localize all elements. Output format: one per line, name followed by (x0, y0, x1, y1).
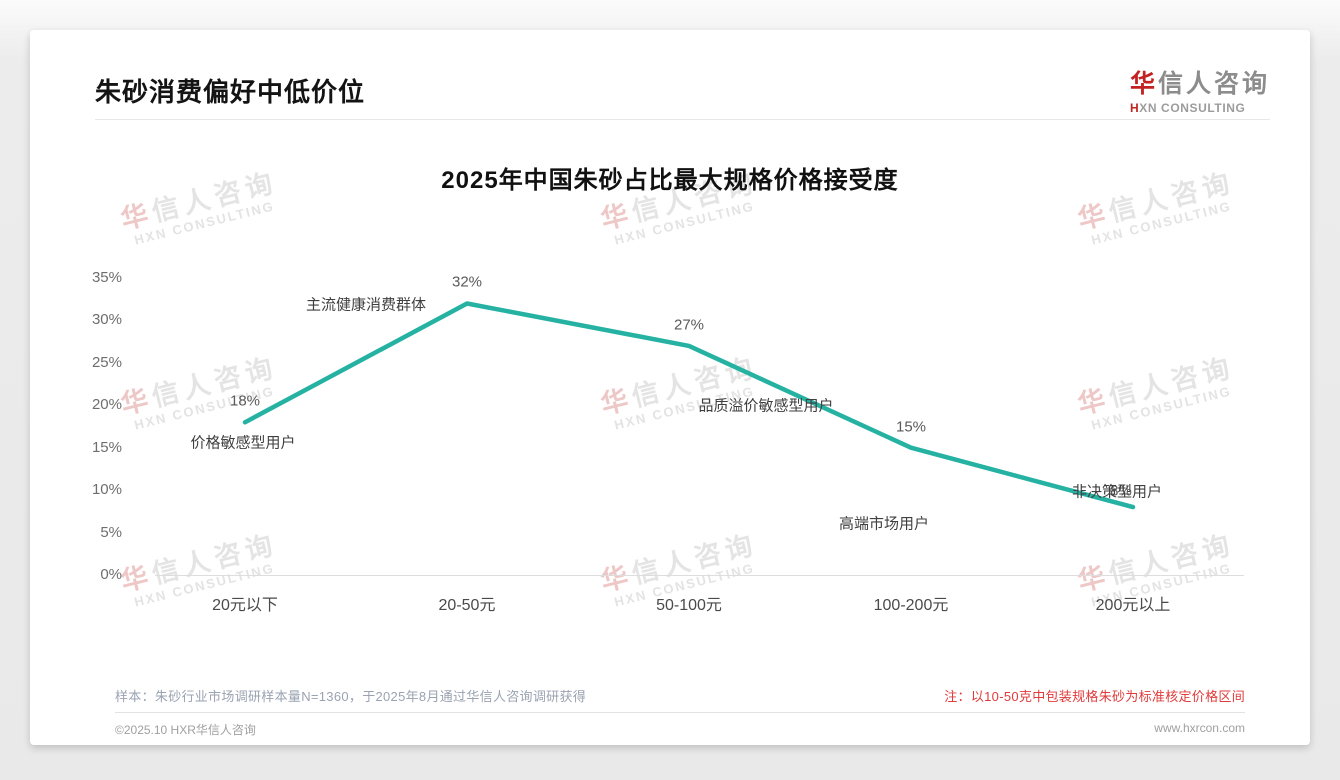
annotation-label: 非决策型用户 (1071, 483, 1163, 501)
value-label: 8% (1110, 482, 1132, 500)
category-label: 200元以上 (1095, 597, 1171, 614)
ytick-label: 5% (100, 523, 122, 541)
copyright: ©2025.10 HXR华信人咨询 (115, 723, 256, 737)
brand-logo-accent: 华 (1129, 70, 1158, 98)
value-label: 15% (895, 418, 927, 436)
line-chart (242, 301, 1136, 510)
ytick-label: 10% (91, 481, 122, 499)
annotation-label: 高端市场用户 (838, 515, 930, 533)
annotation-label: 品质溢价敏感型用户 (698, 397, 834, 415)
annotation-label: 价格敏感型用户 (190, 434, 296, 452)
trend-line (242, 301, 1136, 510)
annotation-label: 主流健康消费群体 (305, 296, 427, 314)
ytick-label: 15% (91, 438, 122, 456)
ytick-label: 35% (91, 269, 122, 286)
header-divider (95, 119, 1270, 120)
category-label: 50-100元 (656, 597, 722, 614)
brand-tagline-rest: XN CONSULTING (1139, 101, 1246, 115)
page-title: 朱砂消费偏好中低价位 (95, 77, 366, 107)
brand-logo-chinese: 华信人咨询 (1130, 64, 1270, 100)
chart-title: 2025年中国朱砂占比最大规格价格接受度 (441, 167, 899, 194)
ytick-label: 20% (91, 396, 122, 414)
x-axis-baseline (155, 575, 1244, 576)
brand-logo-rest: 信人咨询 (1157, 70, 1270, 98)
sample-note: 样本：朱砂行业市场调研样本量N=1360，于2025年8月通过华信人咨询调研获得 (115, 689, 587, 704)
category-label: 100-200元 (873, 597, 949, 614)
website-url: www.hxrcon.com (1154, 721, 1245, 735)
brand-tagline-accent: H (1129, 101, 1140, 115)
category-label: 20-50元 (438, 597, 496, 614)
brand-logo-tagline: HXN CONSULTING (1130, 101, 1270, 115)
value-label: 27% (673, 316, 705, 334)
value-label: 32% (451, 273, 483, 291)
price-note: 注：以10-50克中包装规格朱砂为标准核定价格区间 (944, 689, 1245, 704)
report-card: 华信人咨询 HXN CONSULTING 华信人咨询 HXN CONSULTING 华信… (30, 30, 1310, 745)
brand-logo: 华信人咨询 HXN CONSULTING (1130, 64, 1270, 115)
slide-content: 朱砂消费偏好中低价位 华信人咨询 HXN CONSULTING 2025年中国朱… (30, 30, 1310, 745)
ytick-label: 25% (91, 353, 122, 371)
ytick-label: 30% (91, 311, 122, 329)
ytick-label: 0% (100, 566, 122, 583)
category-label: 20元以下 (212, 597, 278, 614)
value-label: 18% (229, 392, 261, 410)
footer-divider (115, 712, 1245, 713)
